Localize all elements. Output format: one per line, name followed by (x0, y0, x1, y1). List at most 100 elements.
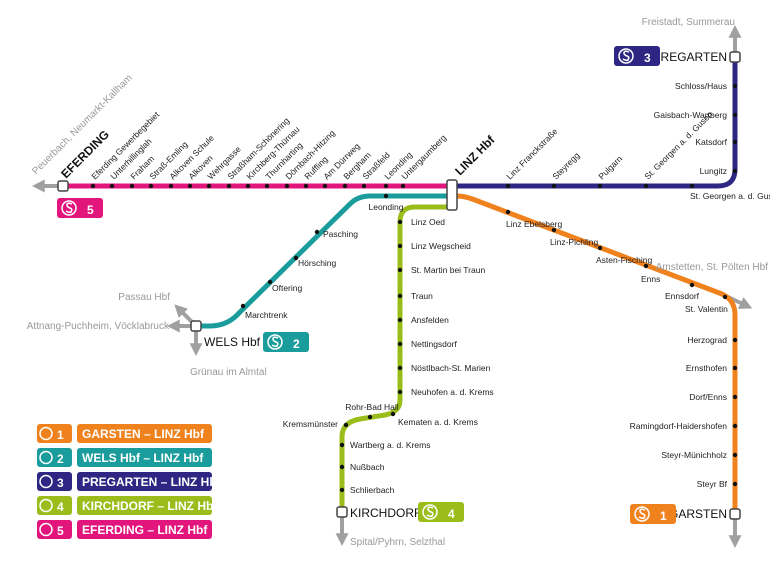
gruenau-label: Grünau im Almtal (190, 367, 267, 378)
station-dot (732, 365, 738, 371)
freistadt-label: Freistadt, Summerau (642, 17, 735, 28)
attnang-label: Attnang-Puchheim, Vöcklabruck (27, 321, 170, 332)
arrow-to-peuerbach-head (32, 179, 45, 193)
station-dot (314, 229, 320, 235)
s-bahn-logo-s (271, 336, 279, 348)
station-dot (643, 183, 649, 189)
line-s1 (456, 193, 738, 514)
station-dot (339, 442, 345, 448)
station-dot (397, 365, 403, 371)
station-dot (400, 183, 406, 189)
station-dot (206, 183, 212, 189)
pregarten-terminus (729, 51, 741, 63)
station-dot (397, 293, 403, 299)
station-dot (390, 411, 396, 417)
pregarten-label: PREGARTEN (653, 50, 727, 64)
s-bahn-logo-s (638, 508, 646, 520)
station-label: Linz Wegscheid (411, 241, 471, 251)
station-dot (597, 183, 603, 189)
station-dot (732, 452, 738, 458)
station-dot (643, 263, 649, 269)
station-dot (732, 168, 738, 174)
station-label: Ansfelden (411, 315, 449, 325)
station-dot (343, 422, 349, 428)
station-dot (187, 183, 193, 189)
badge-s2-bg (263, 332, 309, 352)
station-dot (689, 282, 695, 288)
legend-number-bg (37, 520, 72, 539)
wels-terminus (190, 320, 202, 332)
station-dot (303, 183, 309, 189)
badge-s3-number: 3 (644, 51, 651, 65)
line-s3 (457, 57, 738, 189)
legend-number-bg (37, 496, 72, 515)
badge-s5-bg (57, 198, 103, 218)
station-dot (90, 183, 96, 189)
station-dot (264, 183, 270, 189)
station-dot (732, 481, 738, 487)
legend-label-bg (77, 448, 212, 467)
s-bahn-logo-icon (618, 48, 634, 64)
arrow-to-attnang-head (167, 319, 180, 333)
station-dot (342, 183, 348, 189)
s-bahn-logo-s (65, 202, 73, 214)
badge-s3: 3 (614, 46, 660, 66)
kirchdorf-label: KIRCHDORF (350, 506, 421, 520)
legend-item: 5 EFERDING – LINZ Hbf (37, 520, 212, 539)
badge-s4-number: 4 (448, 507, 455, 521)
station-dot (383, 193, 389, 199)
station-label: Herzograd (687, 335, 727, 345)
eferding-terminus (57, 180, 69, 192)
station-dot (397, 389, 403, 395)
station-dot (109, 183, 115, 189)
station-dot (339, 464, 345, 470)
station-label: Kremsmünster (283, 419, 338, 429)
badge-s2-number: 2 (293, 337, 300, 351)
station-dot (322, 183, 328, 189)
linz-hbf-label: LINZ Hbf (452, 132, 498, 178)
station-dot (722, 294, 728, 300)
arrow-to-amstetten-head (737, 297, 753, 309)
station-label: Leonding (369, 202, 404, 212)
legend-label: WELS Hbf – LINZ Hbf (82, 451, 204, 465)
legend-number: 5 (57, 524, 64, 538)
station-label: Steyregg (550, 150, 581, 181)
station-dot (129, 183, 135, 189)
station-label: Traun (411, 291, 433, 301)
legend-label-bg (77, 496, 212, 515)
badge-s4-bg (418, 502, 464, 522)
badge-s1: 1 (630, 504, 676, 524)
station-dot (226, 183, 232, 189)
station-label: Hörsching (298, 258, 337, 268)
s-bahn-logo-icon (39, 474, 53, 489)
arrow-to-gruenau-head (189, 343, 203, 356)
station-dot (505, 209, 511, 215)
station-label: St. Georgen a. d. Gusen Hst (690, 191, 770, 201)
station-dot (397, 267, 403, 273)
station-dot (689, 183, 695, 189)
station-dot (732, 423, 738, 429)
station-dot (240, 303, 246, 309)
station-dot (397, 317, 403, 323)
station-dot (732, 112, 738, 118)
arrow-to-weissenbach-head (728, 535, 742, 548)
station-dot (397, 341, 403, 347)
station-label: Pulgarn (596, 153, 624, 181)
arrow-to-passau-head (174, 304, 188, 318)
s-bahn-logo-icon (61, 200, 77, 216)
station-label: Steyr-Münichholz (661, 450, 727, 460)
station-dot (732, 337, 738, 343)
station-label: Schlierbach (350, 485, 395, 495)
wels-label: WELS Hbf (204, 335, 261, 349)
legend-label-bg (77, 472, 212, 491)
station-dot (397, 243, 403, 249)
station-dot (339, 487, 345, 493)
station-dot (245, 183, 251, 189)
station-label: Nettingsdorf (411, 339, 457, 349)
legend-number-bg (37, 472, 72, 491)
legend-label: KIRCHDORF – LINZ Hbf (82, 499, 218, 513)
station-label: Kematen a. d. Krems (398, 417, 478, 427)
legend-item: 3 PREGARTEN – LINZ Hbf (37, 472, 222, 491)
station-dot (267, 279, 273, 285)
